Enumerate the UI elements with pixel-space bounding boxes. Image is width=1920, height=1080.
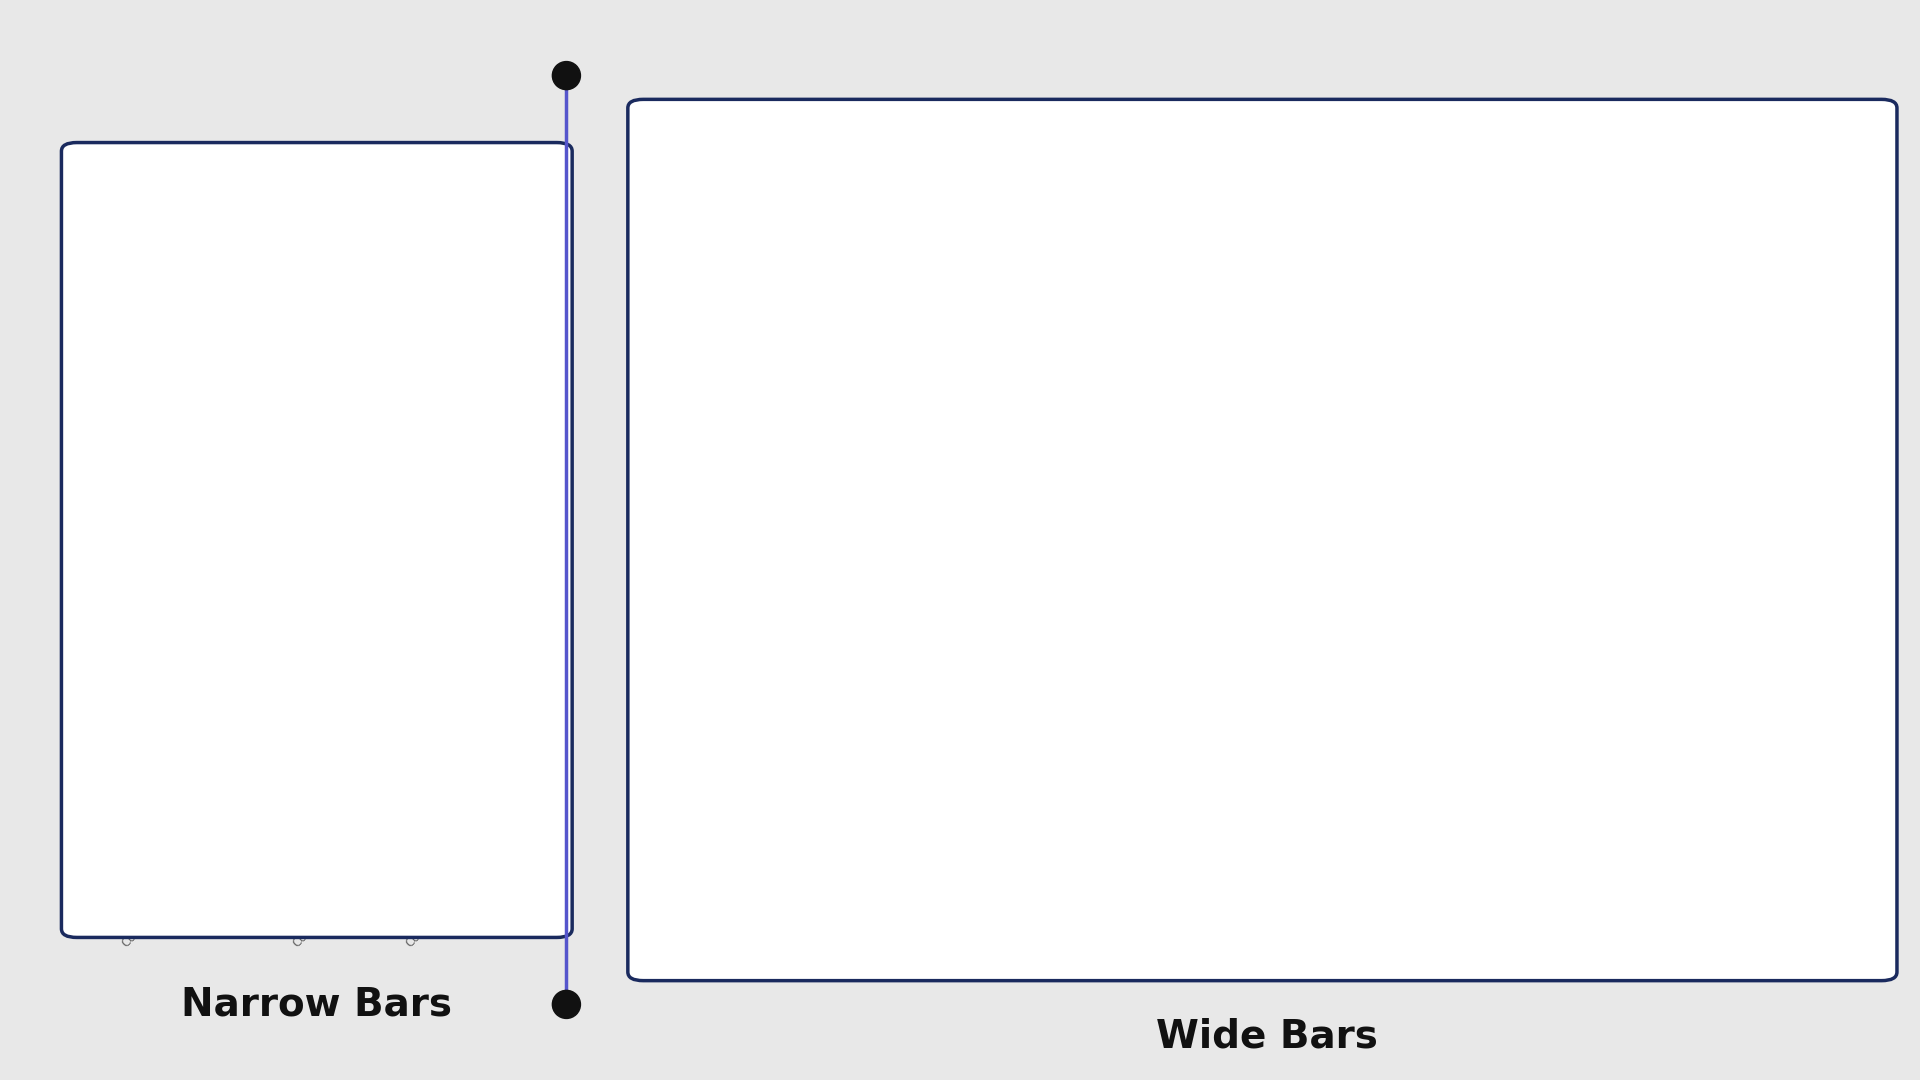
Bar [392,411,403,896]
Bar [194,562,204,896]
Bar [749,681,1254,710]
Bar [749,785,1169,813]
Bar [336,465,346,896]
Bar [507,295,516,896]
Text: 113: 113 [1233,726,1254,735]
Text: 105: 105 [1200,759,1221,770]
Bar [749,269,1628,297]
Text: 145: 145 [1367,553,1388,564]
Text: 209: 209 [1638,278,1659,288]
Text: 169: 169 [1469,450,1490,460]
Bar [749,406,1494,434]
Bar [749,544,1359,572]
Bar [136,729,146,896]
Bar [749,200,1695,228]
Bar [307,491,317,896]
Bar [749,475,1427,503]
Text: 225: 225 [1705,208,1726,219]
Bar [749,820,1043,848]
Bar [749,716,1225,744]
Bar [250,518,261,896]
Text: 100: 100 [1179,794,1200,805]
Bar [165,662,175,896]
Bar [749,441,1461,469]
Text: 70: 70 [1052,828,1066,839]
Bar [223,545,232,896]
Bar [749,510,1392,538]
Text: 201: 201 [1603,312,1624,322]
Text: 193: 193 [1571,347,1592,356]
Text: 233: 233 [1738,175,1759,185]
Text: 185: 185 [1536,381,1557,391]
Text: 217: 217 [1670,243,1692,254]
Bar [749,647,1258,676]
Text: 153: 153 [1402,518,1423,529]
Bar [749,303,1596,332]
Text: 177: 177 [1501,416,1523,426]
Bar [749,234,1663,262]
Bar [749,579,1325,607]
Text: Narrow Bars: Narrow Bars [180,985,453,1024]
Bar [478,328,488,896]
Bar [749,854,960,882]
Bar [365,438,374,896]
Text: Wide Bars: Wide Bars [1156,1017,1379,1056]
Text: 121: 121 [1267,657,1288,666]
Bar [449,359,459,896]
Bar [749,338,1561,366]
Bar [749,372,1528,401]
Bar [749,165,1730,193]
Bar [420,384,430,896]
Bar [749,751,1190,779]
Text: 161: 161 [1434,484,1455,495]
Bar [749,613,1292,642]
Text: 129: 129 [1300,622,1321,632]
Text: 120: 120 [1261,691,1283,701]
Bar [278,496,288,896]
Text: 50: 50 [968,863,981,873]
Text: 137: 137 [1334,588,1356,597]
